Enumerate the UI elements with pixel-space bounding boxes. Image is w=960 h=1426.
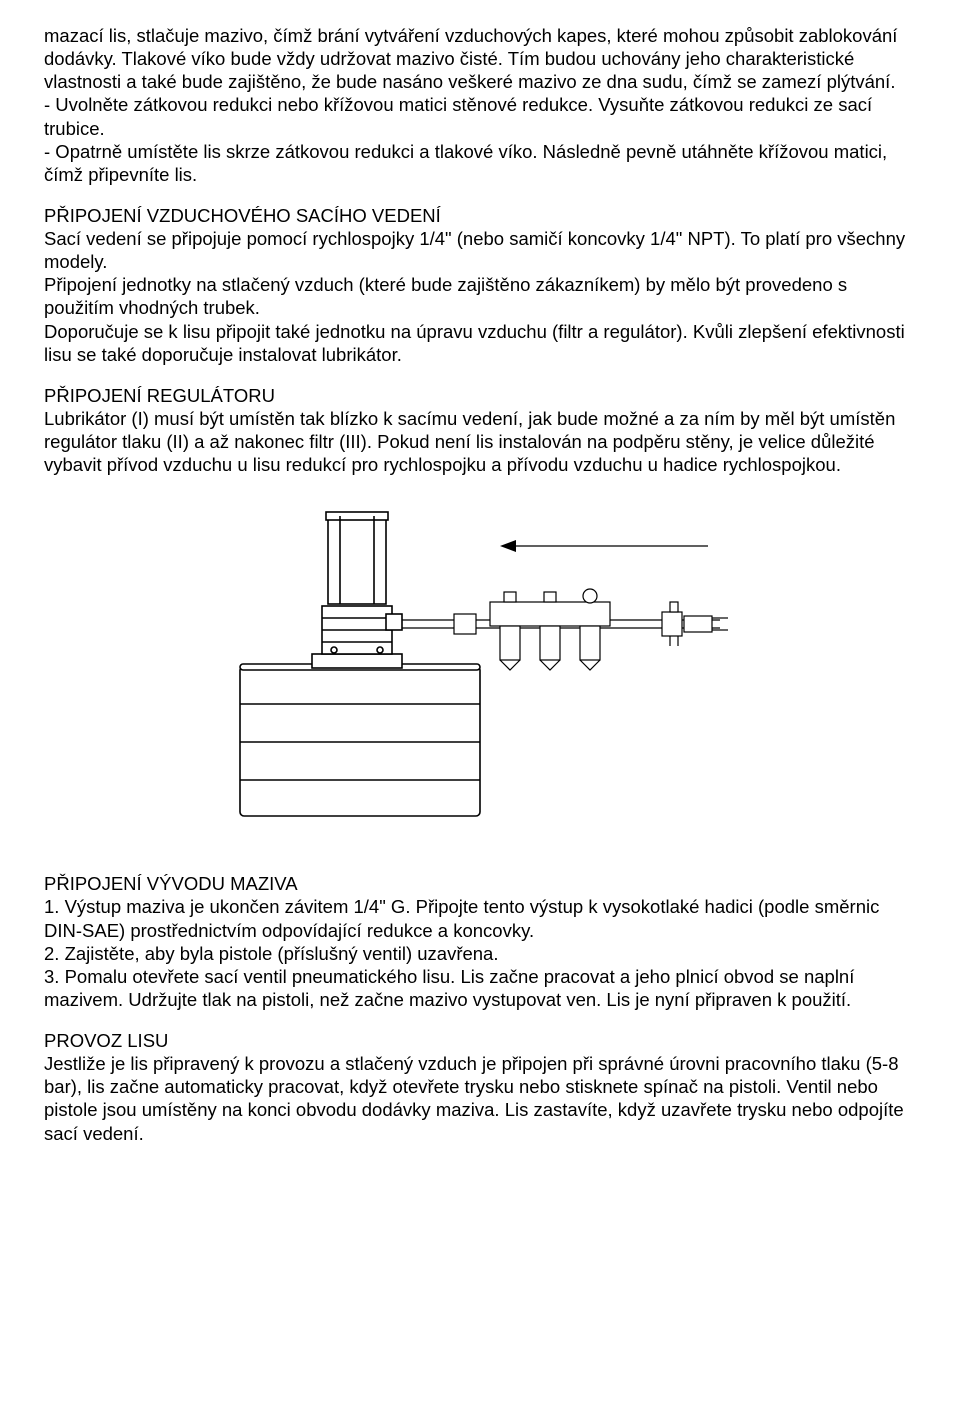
section-operation-p1: Jestliže je lis připravený k provozu a s… xyxy=(44,1053,904,1143)
section-air-p2: Připojení jednotky na stlačený vzduch (k… xyxy=(44,274,847,318)
intro-bullet-2: - Opatrně umístěte lis skrze zátkovou re… xyxy=(44,141,887,185)
section-regulator-title: PŘIPOJENÍ REGULÁTORU xyxy=(44,385,275,406)
section-output-title: PŘIPOJENÍ VÝVODU MAZIVA xyxy=(44,873,298,894)
section-air-title: PŘIPOJENÍ VZDUCHOVÉHO SACÍHO VEDENÍ xyxy=(44,205,441,226)
section-air-p3: Doporučuje se k lisu připojit také jedno… xyxy=(44,321,905,365)
regulator-diagram xyxy=(200,506,760,826)
section-output: PŘIPOJENÍ VÝVODU MAZIVA 1. Výstup maziva… xyxy=(44,872,916,1011)
intro-bullet-1: - Uvolněte zátkovou redukci nebo křížovo… xyxy=(44,94,872,138)
section-output-item-1: 1. Výstup maziva je ukončen závitem 1/4"… xyxy=(44,896,879,940)
document-page: mazací lis, stlačuje mazivo, čímž brání … xyxy=(0,0,960,1185)
intro-paragraph: mazací lis, stlačuje mazivo, čímž brání … xyxy=(44,24,916,186)
section-air-p1: Sací vedení se připojuje pomocí rychlosp… xyxy=(44,228,905,272)
section-output-item-3: 3. Pomalu otevřete sací ventil pneumatic… xyxy=(44,966,854,1010)
section-output-item-2: 2. Zajistěte, aby byla pistole (příslušn… xyxy=(44,943,499,964)
section-air: PŘIPOJENÍ VZDUCHOVÉHO SACÍHO VEDENÍ Sací… xyxy=(44,204,916,366)
intro-text: mazací lis, stlačuje mazivo, čímž brání … xyxy=(44,25,897,92)
diagram-container xyxy=(44,506,916,826)
section-operation-title: PROVOZ LISU xyxy=(44,1030,168,1051)
section-operation: PROVOZ LISU Jestliže je lis připravený k… xyxy=(44,1029,916,1145)
section-regulator-p1: Lubrikátor (I) musí být umístěn tak blíz… xyxy=(44,408,895,475)
section-regulator: PŘIPOJENÍ REGULÁTORU Lubrikátor (I) musí… xyxy=(44,384,916,477)
